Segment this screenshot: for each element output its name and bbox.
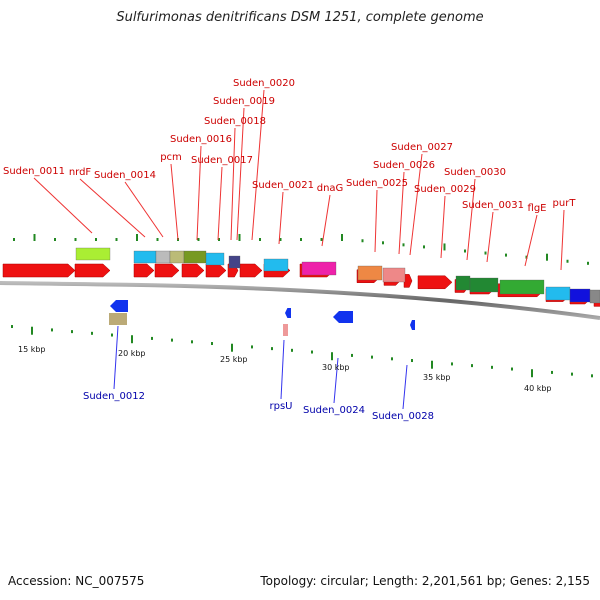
feature-box — [382, 267, 406, 283]
label-callout — [333, 357, 339, 404]
label-callout — [524, 214, 538, 267]
scale-label: 20 kbp — [118, 349, 146, 358]
label-callout — [251, 89, 265, 241]
forward-gene-arrow — [205, 263, 227, 278]
feature-box — [183, 250, 207, 264]
forward-gene-label: Suden_0016 — [170, 134, 232, 145]
reverse-gene-label: Suden_0028 — [372, 411, 434, 422]
feature-box — [499, 279, 545, 295]
forward-gene-label: flgE — [528, 203, 547, 214]
label-callouts — [33, 89, 565, 410]
feature-box — [301, 261, 337, 276]
scale-label: 30 kbp — [322, 363, 350, 372]
reverse-gene-label: Suden_0012 — [83, 391, 145, 402]
feature-box — [263, 258, 289, 272]
forward-gene-arrow — [133, 263, 155, 278]
feature-box — [569, 288, 591, 303]
label-callout — [79, 178, 146, 238]
feature-box — [169, 250, 185, 264]
label-callout — [466, 178, 476, 261]
forward-gene-label: Suden_0025 — [346, 178, 408, 189]
label-callout — [236, 107, 245, 241]
reverse-gene-label: Suden_0024 — [303, 405, 365, 416]
forward-gene-label: Suden_0021 — [252, 180, 314, 191]
map-title: Sulfurimonas denitrificans DSM 1251, com… — [116, 10, 484, 25]
forward-gene-label: Suden_0030 — [444, 167, 506, 178]
inner-tick-track — [11, 325, 593, 378]
label-callout — [440, 195, 446, 259]
forward-gene-arrow — [417, 275, 453, 290]
forward-gene-label: purT — [553, 198, 577, 209]
forward-gene-arrow — [181, 263, 205, 278]
reverse-gene-label: rpsU — [270, 401, 293, 412]
feature-box — [283, 324, 288, 336]
outer-tick-track — [13, 234, 589, 265]
forward-gene-label: dnaG — [317, 183, 344, 194]
feature-box — [109, 313, 127, 325]
forward-gene-label: Suden_0029 — [414, 184, 476, 195]
label-callout — [196, 145, 202, 241]
reverse-gene-arrow — [110, 300, 128, 312]
forward-gene-label: Suden_0020 — [233, 78, 295, 89]
reverse-gene-arrow — [285, 308, 291, 318]
label-callout — [217, 166, 223, 241]
scale-labels: 15 kbp 20 kbp 25 kbp 30 kbp 35 kbp 40 kbp — [18, 345, 552, 393]
feature-box — [589, 289, 600, 304]
feature-box — [155, 250, 171, 264]
forward-gene-label: Suden_0019 — [213, 96, 275, 107]
label-callout — [398, 171, 405, 255]
scale-label: 35 kbp — [423, 373, 451, 382]
scale-label: 15 kbp — [18, 345, 46, 354]
forward-gene-label: nrdF — [69, 167, 92, 178]
label-callout — [170, 163, 179, 241]
label-callout — [321, 194, 331, 247]
forward-gene-label: Suden_0017 — [191, 155, 253, 166]
forward-gene-arrow — [239, 263, 263, 278]
feature-box — [133, 250, 157, 264]
feature-box — [455, 275, 471, 291]
topology-text: Topology: circular; Length: 2,201,561 bp… — [260, 574, 590, 588]
feature-box — [75, 247, 111, 261]
forward-gene-label: Suden_0011 — [3, 166, 65, 177]
gene-labels: Suden_0011 nrdF Suden_0014 pcm Suden_0016 Sud… — [3, 78, 576, 422]
forward-gene-label: Suden_0031 — [462, 200, 524, 211]
accession-text: Accession: NC_007575 — [8, 574, 145, 588]
label-callout — [278, 191, 284, 245]
forward-gene-arrow — [403, 274, 413, 288]
forward-gene-arrow — [2, 263, 76, 278]
feature-box — [205, 252, 225, 266]
feature-box — [545, 286, 571, 301]
forward-gene-label: Suden_0014 — [94, 170, 156, 181]
label-callout — [486, 211, 494, 263]
forward-gene-label: pcm — [160, 152, 182, 163]
label-callout — [374, 189, 378, 253]
scale-label: 40 kbp — [524, 384, 552, 393]
label-callout — [409, 153, 423, 256]
forward-gene-label: Suden_0027 — [391, 142, 453, 153]
forward-gene-label: Suden_0018 — [204, 116, 266, 127]
forward-gene-arrow — [154, 263, 180, 278]
feature-track — [2, 247, 600, 336]
genome-backbone — [0, 281, 600, 320]
forward-gene-label: Suden_0026 — [373, 160, 435, 171]
forward-gene-arrow — [74, 263, 111, 278]
feature-box — [228, 255, 241, 269]
label-callout — [113, 325, 119, 390]
scale-label: 25 kbp — [220, 355, 248, 364]
reverse-gene-arrow — [410, 320, 415, 330]
feature-box — [357, 265, 383, 281]
label-callout — [33, 177, 93, 234]
label-callout — [124, 181, 164, 238]
label-callout — [280, 339, 285, 400]
feature-box — [469, 277, 499, 293]
reverse-gene-arrow — [333, 311, 353, 323]
label-callout — [230, 127, 236, 241]
label-callout — [560, 209, 565, 271]
label-callout — [402, 364, 408, 410]
